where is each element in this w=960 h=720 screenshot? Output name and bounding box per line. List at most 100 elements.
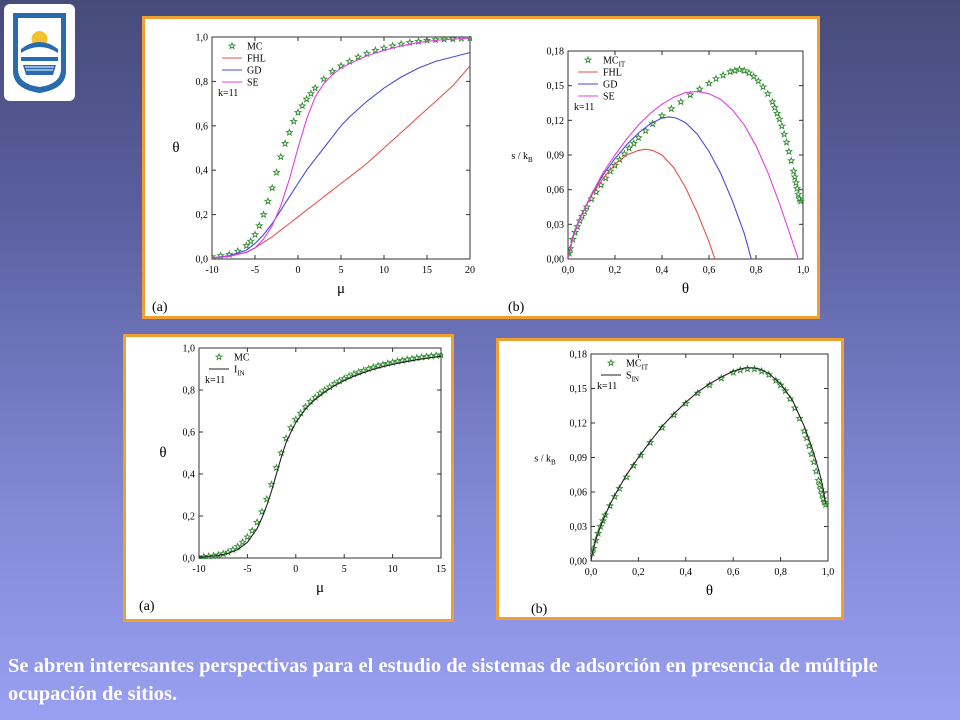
series-point-mc (780, 129, 789, 138)
x-tick-label: -10 (192, 564, 205, 575)
legend-marker-mc (583, 55, 593, 64)
y-tick-label: 0,03 (570, 522, 588, 533)
y-tick-label: 0,15 (570, 384, 588, 395)
series-point-mc (717, 373, 726, 382)
series-line-i (199, 355, 442, 558)
series-point-mc (371, 45, 380, 54)
y-tick-label: 0,18 (570, 350, 588, 361)
x-tick-label: 0 (293, 564, 298, 575)
series-point-mc (743, 364, 752, 373)
x-tick-label: -5 (251, 265, 259, 276)
series-point-mc (770, 103, 779, 112)
series-point-mc (373, 361, 383, 370)
x-tick-label: 0,4 (656, 265, 669, 276)
series-point-mc (735, 65, 744, 74)
series-point-mc (582, 202, 591, 211)
legend-entry-text: S (626, 371, 632, 382)
series-group (212, 36, 472, 260)
y-tick-label: 0,8 (196, 77, 209, 88)
plot-frame (198, 347, 442, 559)
y-tick-label: 0,06 (570, 488, 588, 499)
series-point-mc (212, 252, 217, 260)
y-tick-label: 0,12 (570, 419, 588, 430)
slide-caption: Se abren interesantes perspectivas para … (8, 655, 878, 705)
series-point-mc (669, 410, 679, 419)
series-line-fhl (568, 148, 716, 260)
series-point-mc (268, 183, 277, 192)
x-tick-label: 1,0 (822, 567, 835, 578)
series-point-mc (676, 97, 685, 106)
legend-marker-mc (227, 41, 237, 50)
series-point-mc (359, 366, 368, 375)
series-point-mc (315, 388, 325, 397)
series-point-mc (344, 371, 354, 380)
series-point-mc (686, 90, 695, 99)
series-line-s (591, 367, 827, 562)
series-point-mc (800, 426, 809, 435)
y-tick-label: 0,09 (570, 453, 588, 464)
panel-label: (a) (152, 300, 168, 315)
series-point-mc (718, 70, 728, 79)
series-point-mc (744, 68, 754, 77)
series-point-mc (819, 494, 828, 503)
series-line-gd (212, 51, 471, 259)
legend-entry-s: SIN (626, 371, 639, 384)
x-tick-label: 10 (388, 564, 398, 575)
series-point-mc (242, 241, 251, 250)
panel-label: (b) (508, 300, 525, 315)
y-tick-label: 0,00 (547, 255, 565, 266)
legend-entry-mc: MCIT (603, 56, 626, 69)
legend-entry-text: SE (603, 92, 615, 103)
series-point-mc (610, 492, 619, 501)
y-axis-label: θ (159, 445, 166, 461)
top-chart-panel: -10 -5 0 5 10 15 20 0,0 0,2 0,4 0,6 0,8 1,0 μ θ (a) MC FH… (142, 16, 820, 319)
series-point-mc (252, 517, 262, 526)
k-annotation: k=11 (218, 88, 238, 99)
series-point-mc (729, 368, 738, 376)
series-point-mc (792, 184, 802, 193)
x-tick-label: 10 (379, 265, 389, 276)
series-line-fhl (212, 65, 471, 259)
y-axis-label: θ (172, 140, 179, 156)
legend-entry-i: IIN (234, 365, 245, 378)
series-point-mc (711, 74, 721, 83)
series-point-mc (764, 370, 773, 379)
x-axis-label: μ (316, 580, 324, 596)
y-axis-label-text: θ (159, 445, 166, 461)
x-tick-label: 0,2 (609, 265, 622, 276)
x-tick-label: 5 (342, 564, 347, 575)
series-point-mc (636, 450, 645, 459)
series-point-mc (789, 166, 798, 175)
bottom-right-chart-panel: 0,0 0,2 0,4 0,6 0,8 1,0 0,00 0,03 0,06 0,09 0,12 0,… (496, 338, 844, 620)
x-axis-label: μ (337, 281, 345, 297)
series-point-mc (448, 36, 457, 43)
x-tick-label: 0,2 (632, 567, 645, 578)
chart-bottom-right: 0,0 0,2 0,4 0,6 0,8 1,0 0,00 0,03 0,06 0,09 0,12 0,… (531, 350, 834, 618)
chart-top-right: 0,0 0,2 0,4 0,6 0,8 1,0 0,00 0,03 0,06 0,09 0,12 0,… (508, 47, 809, 316)
series-point-mc (781, 386, 790, 395)
legend-entry-mc: MCIT (626, 359, 649, 372)
legend-entry-gd: GD (603, 80, 617, 91)
legend-entry-text: MC (626, 359, 642, 370)
series-point-mc (336, 61, 346, 70)
series-point-mc (310, 392, 320, 401)
series-point-mc (233, 542, 242, 551)
series-point-mc (768, 97, 777, 106)
series-point-mc (570, 228, 580, 236)
y-tick-label: 0,12 (547, 116, 565, 127)
series-point-mc (250, 230, 260, 239)
x-tick-label: -10 (205, 265, 218, 276)
series-point-mc (298, 101, 307, 110)
series-point-mc (775, 114, 784, 123)
series-point-mc (354, 52, 363, 61)
series-point-mc (610, 161, 620, 169)
legend-entry-fhl: FHL (247, 54, 266, 65)
legend-entry-fhl: FHL (603, 68, 622, 79)
series-point-mc (620, 149, 629, 158)
series-point-mc (263, 196, 273, 205)
series-point-mc (330, 379, 339, 388)
plot-frame (590, 353, 829, 562)
series-point-mc (378, 360, 388, 369)
series-point-mc (758, 82, 768, 91)
series-point-mc (280, 139, 290, 148)
